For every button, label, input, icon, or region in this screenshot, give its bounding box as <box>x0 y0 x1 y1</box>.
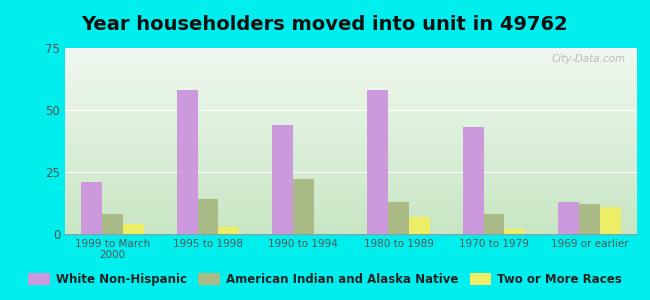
Text: Year householders moved into unit in 49762: Year householders moved into unit in 497… <box>82 15 568 34</box>
Bar <box>272 125 293 234</box>
Bar <box>367 90 388 234</box>
Bar <box>198 199 218 234</box>
Legend: White Non-Hispanic, American Indian and Alaska Native, Two or More Races: White Non-Hispanic, American Indian and … <box>23 268 627 291</box>
Bar <box>409 217 430 234</box>
Bar <box>123 224 144 234</box>
Bar <box>218 226 239 234</box>
Bar <box>463 128 484 234</box>
Bar <box>293 179 314 234</box>
Bar <box>81 182 102 234</box>
Bar <box>177 90 198 234</box>
Text: City-Data.com: City-Data.com <box>551 54 625 64</box>
Bar <box>579 204 600 234</box>
Bar <box>558 202 579 234</box>
Bar <box>600 207 621 234</box>
Bar <box>484 214 504 234</box>
Bar <box>504 229 525 234</box>
Bar <box>388 202 409 234</box>
Bar <box>102 214 123 234</box>
